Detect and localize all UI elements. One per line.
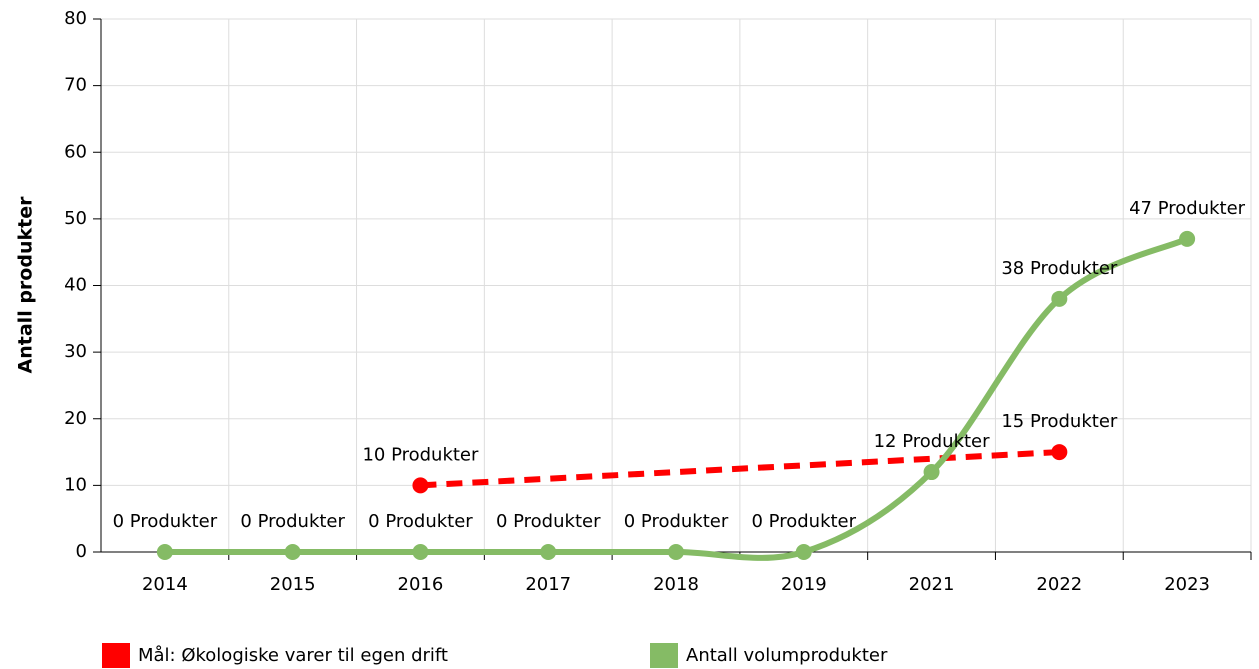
- point: [1051, 290, 1068, 307]
- x-tick-label: 2014: [142, 574, 188, 595]
- y-tick-label: 40: [64, 275, 87, 296]
- data-label: 0 Produkter: [368, 511, 473, 532]
- data-label: 0 Produkter: [752, 511, 857, 532]
- point: [923, 464, 940, 481]
- x-tick-label: 2017: [525, 574, 571, 595]
- point: [412, 477, 429, 494]
- y-tick-label: 80: [64, 8, 87, 29]
- point: [540, 544, 557, 560]
- x-tick-label: 2023: [1164, 574, 1210, 595]
- x-tick-label: 2021: [909, 574, 955, 595]
- data-label: 0 Produkter: [240, 511, 345, 532]
- point: [1051, 444, 1068, 461]
- point: [284, 544, 301, 560]
- y-axis-label: Antall produkter: [15, 196, 37, 374]
- series-line: [420, 449, 1060, 489]
- data-label: 0 Produkter: [496, 511, 601, 532]
- legend-label: Antall volumprodukter: [686, 645, 888, 666]
- legend-swatch: [102, 643, 130, 668]
- data-label: 12 Produkter: [874, 431, 991, 452]
- data-label: 0 Produkter: [113, 511, 218, 532]
- y-tick-label: 50: [64, 208, 87, 229]
- x-tick-label: 2018: [653, 574, 699, 595]
- legend-swatch: [650, 643, 678, 668]
- x-tick-label: 2022: [1036, 574, 1082, 595]
- data-label: 38 Produkter: [1001, 258, 1118, 279]
- y-tick-label: 0: [76, 541, 87, 562]
- y-tick-label: 70: [64, 75, 87, 96]
- series-line: [164, 236, 1189, 561]
- y-tick-label: 30: [64, 341, 87, 362]
- x-tick-label: 2015: [270, 574, 316, 595]
- point: [795, 544, 812, 560]
- x-tick-label: 2019: [781, 574, 827, 595]
- y-tick-label: 10: [64, 474, 87, 495]
- data-label: 47 Produkter: [1129, 198, 1246, 219]
- y-tick-label: 20: [64, 408, 87, 429]
- data-label: 15 Produkter: [1001, 411, 1118, 432]
- y-tick-label: 60: [64, 141, 87, 162]
- data-label: 0 Produkter: [624, 511, 729, 532]
- point: [668, 544, 684, 560]
- data-label: 10 Produkter: [362, 444, 479, 465]
- point: [412, 544, 429, 560]
- point: [156, 544, 173, 560]
- legend-label: Mål: Økologiske varer til egen drift: [138, 645, 448, 666]
- point: [1179, 230, 1196, 247]
- x-tick-label: 2016: [398, 574, 444, 595]
